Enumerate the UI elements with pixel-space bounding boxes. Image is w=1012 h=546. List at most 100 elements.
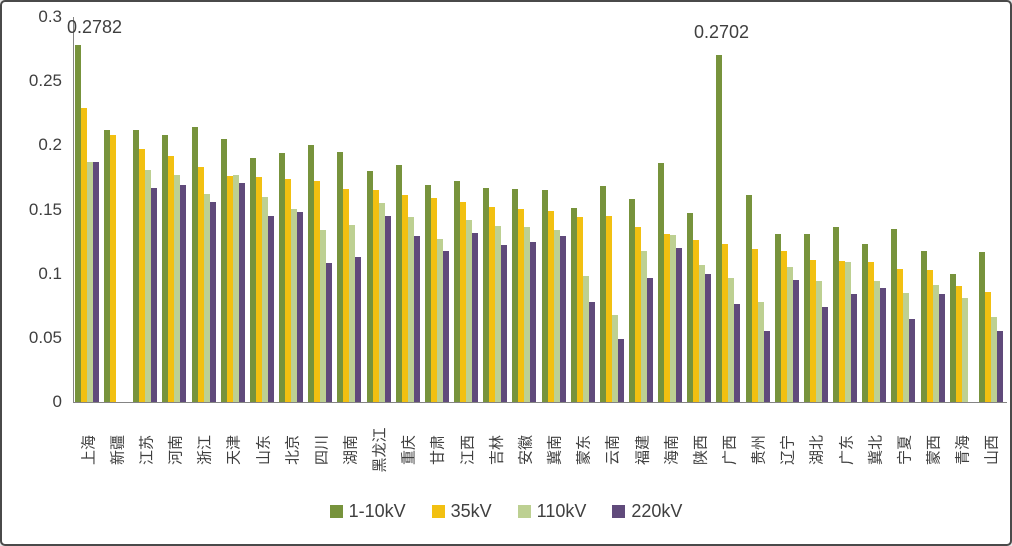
bar-group: [657, 17, 686, 402]
x-axis-label: 福建: [634, 434, 652, 466]
x-axis-label-cell: 天津: [219, 406, 248, 494]
bar-1-10kv-河南: [162, 135, 169, 402]
x-axis-label: 江苏: [138, 434, 156, 466]
bar-group: [74, 17, 103, 402]
bar-110kv-江苏: [145, 170, 152, 402]
bar-220kv-黑龙江: [384, 216, 391, 402]
bar-1-10kv-蒙东: [570, 208, 577, 402]
x-axis-label-cell: 湖北: [802, 406, 831, 494]
bar-35kv-重庆: [401, 195, 408, 402]
x-axis-label-cell: 蒙东: [569, 406, 598, 494]
bar-35kv-江西: [460, 202, 467, 402]
y-tick-label: 0.15: [28, 199, 62, 219]
bar-35kv-山西: [984, 292, 991, 402]
y-tick-label: 0.3: [38, 7, 62, 26]
x-axis-label-cell: 青海: [948, 406, 977, 494]
legend-item-35kv: 35kV: [431, 501, 492, 522]
bar-35kv-甘肃: [430, 198, 437, 402]
bar-35kv-广东: [839, 261, 846, 402]
x-axis-label-cell: 广东: [831, 406, 860, 494]
bar-group: [599, 17, 628, 402]
bar-1-10kv-湖北: [803, 234, 810, 402]
bar-1-10kv-上海: [75, 45, 81, 402]
bar-1-10kv-新疆: [104, 130, 111, 402]
bar-35kv-黑龙江: [372, 190, 379, 402]
bar-1-10kv-山西: [978, 252, 985, 402]
bar-110kv-宁夏: [903, 293, 910, 402]
bar-1-10kv-海南: [658, 163, 665, 402]
bar-35kv-新疆: [110, 135, 117, 402]
x-axis-label: 安徽: [517, 434, 535, 466]
x-axis-label-cell: 冀南: [540, 406, 569, 494]
bar-35kv-海南: [664, 234, 671, 402]
bar-110kv-黑龙江: [378, 203, 385, 402]
bar-1-10kv-蒙西: [920, 251, 927, 402]
x-axis-label-cell: 陕西: [685, 406, 714, 494]
bar-110kv-山西: [990, 317, 997, 402]
bar-110kv-冀南: [553, 230, 560, 402]
x-axis-label: 新疆: [109, 434, 127, 466]
bar-220kv-四川: [326, 263, 333, 402]
bar-110kv-四川: [320, 230, 327, 402]
bar-35kv-陕西: [693, 240, 700, 402]
bar-group: [103, 17, 132, 402]
bar-group: [482, 17, 511, 402]
x-axis-label-cell: 山西: [977, 406, 1006, 494]
bar-110kv-蒙东: [582, 276, 589, 402]
bar-group: [686, 17, 715, 402]
x-axis-label-cell: 福建: [627, 406, 656, 494]
bar-group: [278, 17, 307, 402]
legend-item-1-10kv: 1-10kV: [329, 501, 406, 522]
legend-item-220kv: 220kV: [612, 501, 682, 522]
bar-220kv-蒙西: [938, 294, 945, 402]
bar-35kv-青海: [955, 286, 962, 402]
y-tick-label: 0: [52, 392, 62, 411]
bar-220kv-蒙东: [588, 302, 595, 402]
bar-110kv-重庆: [407, 217, 414, 402]
bar-35kv-蒙东: [576, 217, 583, 402]
bar-110kv-上海: [87, 162, 93, 402]
bar-group: [220, 17, 249, 402]
bar-35kv-蒙西: [926, 270, 933, 402]
bar-group: [424, 17, 453, 402]
bar-group: [745, 17, 774, 402]
bar-220kv-海南: [676, 248, 683, 402]
bar-220kv-辽宁: [792, 280, 799, 402]
bar-220kv-甘肃: [442, 251, 449, 402]
bar-220kv-山东: [267, 216, 274, 402]
bar-group: [511, 17, 540, 402]
bar-group: [453, 17, 482, 402]
x-axis-label: 辽宁: [779, 434, 797, 466]
bar-1-10kv-辽宁: [774, 234, 781, 402]
bar-110kv-广西: [728, 278, 735, 402]
legend: 1-10kV 35kV 110kV 220kV: [2, 501, 1010, 522]
x-axis-label: 吉林: [488, 434, 506, 466]
bar-110kv-北京: [291, 209, 298, 402]
bar-1-10kv-云南: [599, 186, 606, 402]
bar-220kv-湖北: [821, 307, 828, 402]
x-axis-label-cell: 重庆: [394, 406, 423, 494]
bar-1-10kv-江苏: [133, 130, 140, 402]
x-axis-label: 广东: [838, 434, 856, 466]
bar-group: [628, 17, 657, 402]
bar-35kv-浙江: [197, 167, 204, 402]
x-axis-label-cell: 河南: [160, 406, 189, 494]
x-axis-label-cell: 广西: [714, 406, 743, 494]
bar-110kv-贵州: [757, 302, 764, 402]
bar-1-10kv-四川: [308, 145, 315, 402]
bar-110kv-甘肃: [436, 239, 443, 402]
bar-35kv-天津: [226, 176, 233, 402]
bar-110kv-云南: [611, 315, 618, 402]
bar-group: [249, 17, 278, 402]
x-axis-label: 湖南: [342, 434, 360, 466]
annotation-guangxi-value: 0.2702: [694, 22, 750, 42]
bar-35kv-福建: [634, 227, 641, 402]
bar-110kv-广东: [845, 262, 852, 402]
bar-1-10kv-安徽: [512, 189, 519, 402]
x-axis-label: 黑龙江: [371, 427, 389, 473]
x-axis-label: 天津: [225, 434, 243, 466]
bar-group: [132, 17, 161, 402]
bar-35kv-四川: [314, 181, 321, 402]
bar-group: [570, 17, 599, 402]
